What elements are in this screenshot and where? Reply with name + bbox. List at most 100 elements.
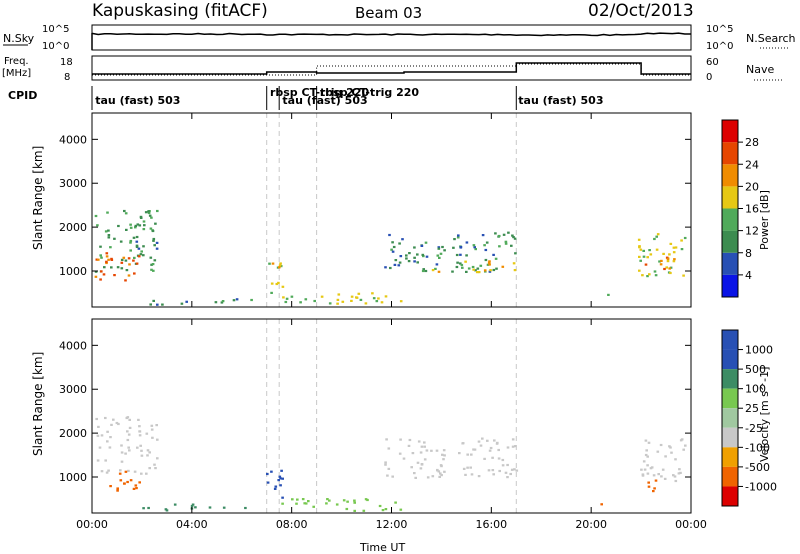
- range-cell: [469, 466, 472, 469]
- power-colorbar: 4 8 12 16 20 24 28: [721, 119, 759, 298]
- range-cell: [116, 266, 120, 269]
- power-colorbar-tick-label: 12: [745, 225, 759, 238]
- nave-label: Nave: [746, 63, 774, 76]
- range-cell: [115, 421, 119, 425]
- range-cell: [145, 432, 149, 435]
- range-cell: [140, 472, 143, 475]
- range-cell: [668, 267, 671, 270]
- range-cell: [150, 428, 154, 431]
- range-cell: [658, 260, 661, 263]
- range-cell: [497, 457, 501, 460]
- range-cell: [483, 269, 487, 272]
- range-cell: [136, 446, 139, 449]
- range-cell: [656, 450, 660, 453]
- range-cell: [648, 273, 651, 276]
- range-cell: [660, 259, 663, 262]
- range-cell: [487, 261, 491, 264]
- range-cell: [105, 255, 109, 258]
- range-cell: [515, 469, 519, 472]
- range-cell: [648, 249, 651, 252]
- range-cell: [180, 302, 184, 305]
- x-tick-label: 12:00: [376, 518, 408, 531]
- range-cell: [638, 246, 641, 249]
- range-cell: [99, 254, 102, 257]
- range-cell: [494, 257, 498, 260]
- range-cell: [642, 255, 646, 258]
- range-cell: [301, 498, 305, 501]
- range-cell: [437, 246, 441, 249]
- range-cell: [410, 466, 413, 469]
- range-cell: [668, 445, 671, 448]
- velocity-colorbar-segment: [722, 388, 738, 409]
- range-cell: [381, 509, 385, 512]
- range-cell: [112, 418, 115, 421]
- power-colorbar-tick-label: 8: [745, 247, 752, 260]
- range-cell: [142, 228, 146, 231]
- velocity-colorbar-tick-label: 1000: [745, 344, 773, 357]
- range-cell: [435, 449, 439, 452]
- range-cell: [672, 474, 675, 477]
- range-cell: [106, 211, 109, 214]
- range-cell: [481, 437, 484, 440]
- range-cell: [474, 269, 477, 272]
- range-cell: [497, 448, 500, 452]
- range-cell: [100, 470, 104, 473]
- range-cell: [155, 247, 159, 250]
- range-cell: [136, 223, 140, 226]
- range-cell: [492, 268, 496, 272]
- range-cell: [647, 481, 650, 484]
- x-tick-label: 00:00: [675, 518, 707, 531]
- range-cell: [644, 453, 648, 457]
- range-cell: [655, 235, 658, 238]
- range-cell: [155, 241, 159, 244]
- velocity-colorbar-label: Velocity [m s^-1]: [758, 367, 771, 462]
- range-cell: [421, 253, 425, 256]
- range-cell: [270, 291, 273, 294]
- range-cell: [119, 240, 123, 243]
- range-cell: [364, 498, 368, 501]
- range-cell: [220, 301, 224, 304]
- time-xlabel: Time UT: [359, 541, 405, 554]
- range-cell: [439, 472, 442, 475]
- range-cell: [125, 269, 129, 272]
- range-cell: [152, 237, 156, 241]
- range-cell: [506, 463, 509, 467]
- range-cell: [511, 445, 515, 448]
- range-cell: [470, 473, 474, 476]
- range-cell: [119, 479, 123, 482]
- velocity-colorbar-tick-label: -500: [745, 461, 770, 474]
- range-cell: [387, 467, 391, 470]
- range-cell: [506, 446, 510, 449]
- range-cell: [110, 266, 113, 269]
- range-cell: [127, 257, 131, 260]
- range-cell: [384, 266, 387, 269]
- range-cell: [208, 506, 212, 509]
- range-cell: [392, 245, 396, 249]
- power-axes: 1000 2000 3000 4000: [59, 113, 692, 307]
- range-cell: [106, 430, 109, 433]
- range-cell: [94, 270, 98, 273]
- range-cell: [135, 235, 139, 239]
- range-cell: [495, 442, 499, 445]
- range-cell: [501, 265, 505, 268]
- nsky-tick-top: 10^5: [42, 24, 69, 35]
- range-cell: [399, 438, 402, 441]
- range-cell: [672, 260, 676, 263]
- range-cell: [644, 263, 648, 266]
- range-cell: [662, 252, 665, 255]
- range-cell: [129, 479, 133, 482]
- range-cell: [646, 275, 649, 278]
- range-cell: [129, 223, 132, 226]
- range-cell: [442, 449, 446, 452]
- range-cell: [426, 476, 430, 479]
- range-cell: [282, 296, 285, 299]
- y-tick-label: 3000: [59, 383, 87, 396]
- range-cell: [138, 434, 142, 437]
- range-cell: [118, 472, 122, 475]
- range-cell: [652, 490, 655, 493]
- velocity-colorbar-segment: [722, 408, 738, 428]
- range-cell: [117, 224, 120, 228]
- range-cell: [109, 485, 112, 488]
- range-cell: [371, 292, 374, 295]
- range-cell: [119, 469, 122, 472]
